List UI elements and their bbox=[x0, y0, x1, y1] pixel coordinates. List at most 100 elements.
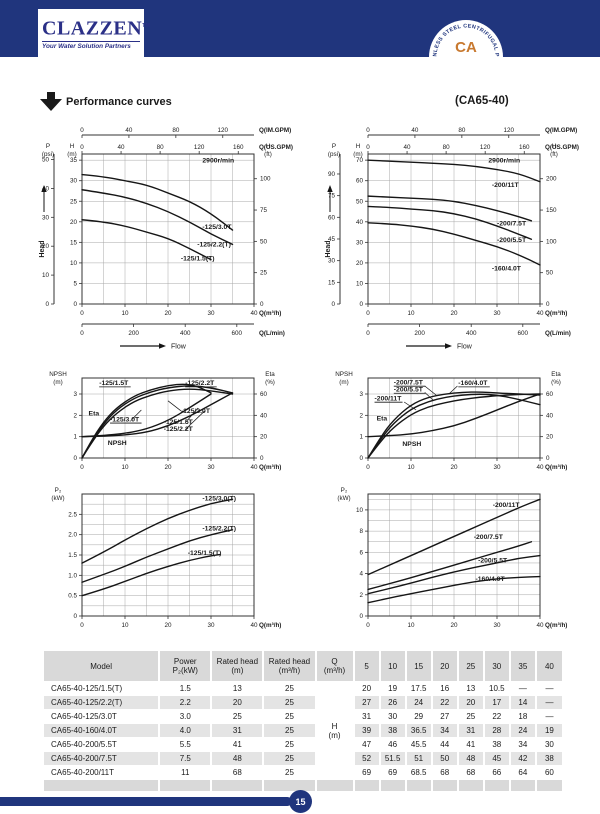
value-cell: 52 bbox=[352, 751, 380, 766]
svg-text:80: 80 bbox=[443, 144, 451, 151]
svg-text:60: 60 bbox=[546, 391, 554, 398]
table-row: CA65-40-125/2.2(T) 2.2 20 25 27 26 24 22 20 17 14— bbox=[41, 695, 562, 710]
svg-text:Q(m³/h): Q(m³/h) bbox=[259, 464, 281, 471]
value-cell: 25 bbox=[262, 765, 316, 780]
value-cell: 25 bbox=[262, 681, 316, 696]
value-cell: 26 bbox=[378, 695, 406, 710]
svg-text:20: 20 bbox=[70, 219, 78, 226]
svg-text:(m): (m) bbox=[339, 379, 348, 386]
value-cell: 25 bbox=[262, 751, 316, 766]
head-curve-chart-200: 0 40 80 120 Q(IM.GPM) 0 40 80 120 160 Q(US.GPM) 0 15… bbox=[318, 122, 590, 367]
empty-cell bbox=[262, 779, 316, 791]
svg-text:Q(m³/h): Q(m³/h) bbox=[259, 310, 281, 317]
svg-text:-160/4.0T: -160/4.0T bbox=[458, 380, 488, 387]
page-number: 15 bbox=[295, 796, 306, 807]
table-row: CA65-40-125/3.0T 3.0 25 25 31 30 29 27 25 22 18— bbox=[41, 709, 562, 724]
svg-text:P₂: P₂ bbox=[55, 487, 62, 494]
svg-text:0.5: 0.5 bbox=[68, 593, 77, 600]
svg-text:35: 35 bbox=[70, 157, 78, 164]
svg-text:-200/11T: -200/11T bbox=[493, 502, 521, 509]
svg-text:0: 0 bbox=[366, 144, 370, 151]
empty-cell bbox=[404, 779, 432, 791]
page-number-badge: 15 bbox=[289, 790, 312, 813]
value-cell: — bbox=[534, 681, 562, 696]
value-cell: 41 bbox=[456, 737, 484, 752]
table-row: CA65-40-160/4.0T 4.0 31 25 39 38 36.5 34 31 28 24 1… bbox=[41, 723, 562, 738]
svg-text:10: 10 bbox=[42, 272, 50, 279]
value-cell: 19 bbox=[378, 681, 406, 696]
badge-disc bbox=[429, 20, 503, 57]
model-cell: CA65-40-125/1.5(T) bbox=[41, 681, 160, 696]
value-cell: 34 bbox=[508, 737, 536, 752]
svg-text:0: 0 bbox=[260, 455, 264, 462]
value-cell: 19 bbox=[534, 723, 562, 738]
value-cell: 14 bbox=[508, 695, 536, 710]
svg-text:120: 120 bbox=[503, 127, 514, 134]
column-header: 15 bbox=[404, 650, 432, 682]
svg-text:Q(m³/h): Q(m³/h) bbox=[259, 622, 281, 629]
svg-text:15: 15 bbox=[70, 239, 78, 246]
column-header: Q (m³/h) bbox=[314, 650, 354, 682]
svg-text:45: 45 bbox=[328, 236, 336, 243]
svg-text:0: 0 bbox=[359, 301, 363, 308]
svg-text:-200/11T: -200/11T bbox=[375, 395, 403, 402]
svg-text:Head: Head bbox=[325, 240, 332, 257]
npsh-eta-chart-125: 0 1 2 3 NPSH (m) 0 20 40 60 Eta (%) 0 10 20 30 40 Q(m³/h)… bbox=[32, 366, 304, 483]
table-header: Model Power P₂(kW) Rated head (m) Rated head(… bbox=[41, 650, 562, 682]
value-cell: 27 bbox=[430, 709, 458, 724]
svg-text:-200/5.5T: -200/5.5T bbox=[394, 386, 424, 393]
power-chart-200: 0 2 4 6 8 10 P₂ (kW) 0 10 20 30 40 Q(m³/h) -200/11T -20… bbox=[318, 480, 590, 647]
svg-text:0: 0 bbox=[45, 301, 49, 308]
value-cell: 44 bbox=[430, 737, 458, 752]
svg-text:30: 30 bbox=[493, 464, 501, 471]
svg-text:Flow: Flow bbox=[171, 343, 187, 350]
svg-text:30: 30 bbox=[493, 310, 501, 317]
empty-cell bbox=[430, 779, 458, 791]
value-cell: 38 bbox=[378, 723, 406, 738]
value-cell: 25 bbox=[456, 709, 484, 724]
header-bar: CLAZZENTM Your Water Solution Partners S… bbox=[0, 0, 600, 57]
value-cell: 68.5 bbox=[404, 765, 432, 780]
value-cell: 68 bbox=[430, 765, 458, 780]
footer-bar bbox=[0, 797, 292, 806]
svg-text:15: 15 bbox=[328, 279, 336, 286]
svg-text:(ft): (ft) bbox=[550, 151, 558, 158]
down-arrow-icon bbox=[40, 92, 62, 111]
svg-text:50: 50 bbox=[42, 157, 50, 164]
svg-text:0: 0 bbox=[546, 301, 550, 308]
svg-text:Eta: Eta bbox=[377, 416, 388, 423]
svg-text:30: 30 bbox=[70, 178, 78, 185]
value-cell: 39 bbox=[352, 723, 380, 738]
svg-text:-200/5.5T: -200/5.5T bbox=[478, 557, 508, 564]
svg-text:2900r/min: 2900r/min bbox=[202, 157, 234, 164]
svg-text:40: 40 bbox=[411, 127, 419, 134]
value-cell: 64 bbox=[508, 765, 536, 780]
value-cell: — bbox=[534, 695, 562, 710]
value-cell: 45 bbox=[482, 751, 510, 766]
value-cell: 25 bbox=[262, 737, 316, 752]
svg-text:Eta: Eta bbox=[265, 371, 275, 378]
svg-text:(%): (%) bbox=[265, 379, 275, 386]
value-cell: 24 bbox=[508, 723, 536, 738]
value-cell: 51.5 bbox=[378, 751, 406, 766]
value-cell: 20 bbox=[352, 681, 380, 696]
value-cell: 2.2 bbox=[158, 695, 212, 710]
svg-text:-125/3.0T: -125/3.0T bbox=[181, 408, 211, 415]
column-header: 20 bbox=[430, 650, 458, 682]
value-cell: 45.5 bbox=[404, 737, 432, 752]
svg-text:Q(IM.GPM): Q(IM.GPM) bbox=[545, 127, 577, 134]
column-header: 35 bbox=[508, 650, 536, 682]
value-cell: 30 bbox=[534, 737, 562, 752]
value-cell: 34 bbox=[430, 723, 458, 738]
svg-text:0: 0 bbox=[80, 622, 84, 629]
svg-text:10: 10 bbox=[407, 310, 415, 317]
svg-text:(%): (%) bbox=[551, 379, 561, 386]
svg-text:Q(m³/h): Q(m³/h) bbox=[545, 622, 567, 629]
svg-text:-200/7.5T: -200/7.5T bbox=[497, 220, 527, 227]
svg-text:0: 0 bbox=[366, 127, 370, 134]
svg-text:20: 20 bbox=[260, 434, 268, 441]
svg-text:20: 20 bbox=[450, 310, 458, 317]
svg-text:0: 0 bbox=[80, 330, 84, 337]
svg-text:-125/2.2(T): -125/2.2(T) bbox=[197, 241, 231, 248]
svg-text:0: 0 bbox=[359, 613, 363, 620]
